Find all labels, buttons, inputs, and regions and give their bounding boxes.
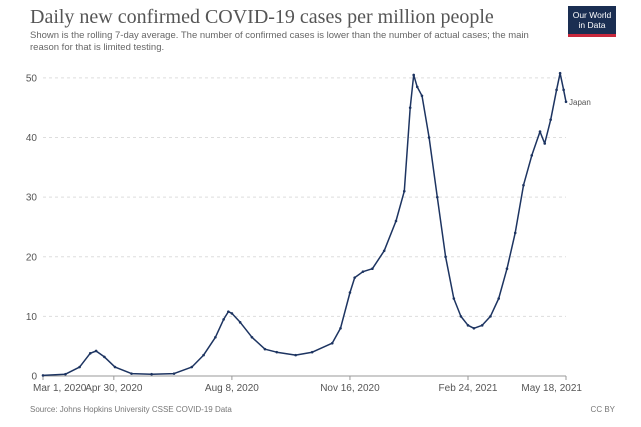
chart-subtitle: Shown is the rolling 7-day average. The … xyxy=(30,30,529,53)
data-point xyxy=(41,374,45,377)
data-point xyxy=(480,324,484,327)
chart-title: Daily new confirmed COVID-19 cases per m… xyxy=(30,6,494,28)
data-point xyxy=(275,350,279,354)
data-point xyxy=(222,318,225,321)
data-point xyxy=(562,88,565,92)
y-tick-label: 10 xyxy=(26,312,38,323)
data-point xyxy=(371,267,374,270)
data-point xyxy=(549,118,552,121)
data-point xyxy=(459,315,463,318)
y-tick-label: 30 xyxy=(26,193,38,204)
data-point xyxy=(436,195,439,199)
data-point xyxy=(172,372,176,375)
x-tick-label: Feb 24, 2021 xyxy=(439,383,498,394)
data-point xyxy=(415,85,419,89)
data-point xyxy=(558,71,562,75)
data-point xyxy=(94,349,98,353)
data-point xyxy=(202,353,205,357)
series-line xyxy=(42,72,567,377)
data-point xyxy=(412,73,416,77)
data-point xyxy=(408,106,412,110)
data-point xyxy=(444,255,447,259)
data-point xyxy=(113,365,117,369)
y-tick-label: 40 xyxy=(26,133,38,144)
our-world-in-data-logo[interactable]: Our World in Data xyxy=(568,6,616,37)
data-point xyxy=(227,310,230,313)
data-point xyxy=(497,297,501,300)
data-point xyxy=(394,219,398,223)
grid-lines xyxy=(43,77,566,317)
data-point xyxy=(361,270,365,273)
data-point xyxy=(339,327,342,330)
series-label: Japan xyxy=(569,98,591,107)
data-point xyxy=(310,350,314,354)
license-label: CC BY xyxy=(590,405,615,414)
y-tick-label: 0 xyxy=(31,372,37,383)
data-point xyxy=(538,130,542,133)
x-tick-label: Mar 1, 2020 xyxy=(33,383,87,394)
data-point xyxy=(190,365,194,369)
data-point xyxy=(348,291,352,294)
data-point xyxy=(427,136,431,139)
data-point xyxy=(402,189,406,193)
data-point xyxy=(472,327,476,330)
data-point xyxy=(420,94,424,98)
data-point xyxy=(555,88,558,92)
x-tick-label: Aug 8, 2020 xyxy=(205,383,259,394)
logo-line-2: in Data xyxy=(578,20,606,30)
x-tick-label: Apr 30, 2020 xyxy=(85,383,143,394)
logo-line-1: Our World xyxy=(572,10,612,20)
data-point xyxy=(214,335,217,339)
data-point xyxy=(564,100,568,104)
data-point xyxy=(230,312,234,315)
data-point xyxy=(294,353,297,357)
data-point xyxy=(238,321,242,324)
y-tick-label: 50 xyxy=(26,73,38,84)
data-point xyxy=(505,267,509,270)
data-point xyxy=(489,315,492,318)
data-point xyxy=(522,183,525,187)
data-point xyxy=(150,372,153,376)
data-point xyxy=(543,142,547,145)
y-tick-label: 20 xyxy=(26,252,38,263)
data-point xyxy=(263,347,267,351)
data-point xyxy=(353,276,356,279)
x-tick-label: May 18, 2021 xyxy=(521,383,582,394)
source-note: Source: Johns Hopkins University CSSE CO… xyxy=(30,405,232,414)
x-tick-label: Nov 16, 2020 xyxy=(320,383,380,394)
series-lines xyxy=(41,71,568,377)
axes xyxy=(42,375,567,380)
data-point xyxy=(530,154,534,157)
data-point xyxy=(78,365,81,369)
data-point xyxy=(130,372,133,375)
data-point xyxy=(382,249,386,253)
data-point xyxy=(250,335,254,339)
data-point xyxy=(103,355,106,359)
data-point xyxy=(513,231,517,235)
data-point xyxy=(452,297,456,300)
data-point xyxy=(466,324,470,327)
data-point xyxy=(88,352,92,355)
data-point xyxy=(64,372,67,376)
data-point xyxy=(330,341,334,345)
